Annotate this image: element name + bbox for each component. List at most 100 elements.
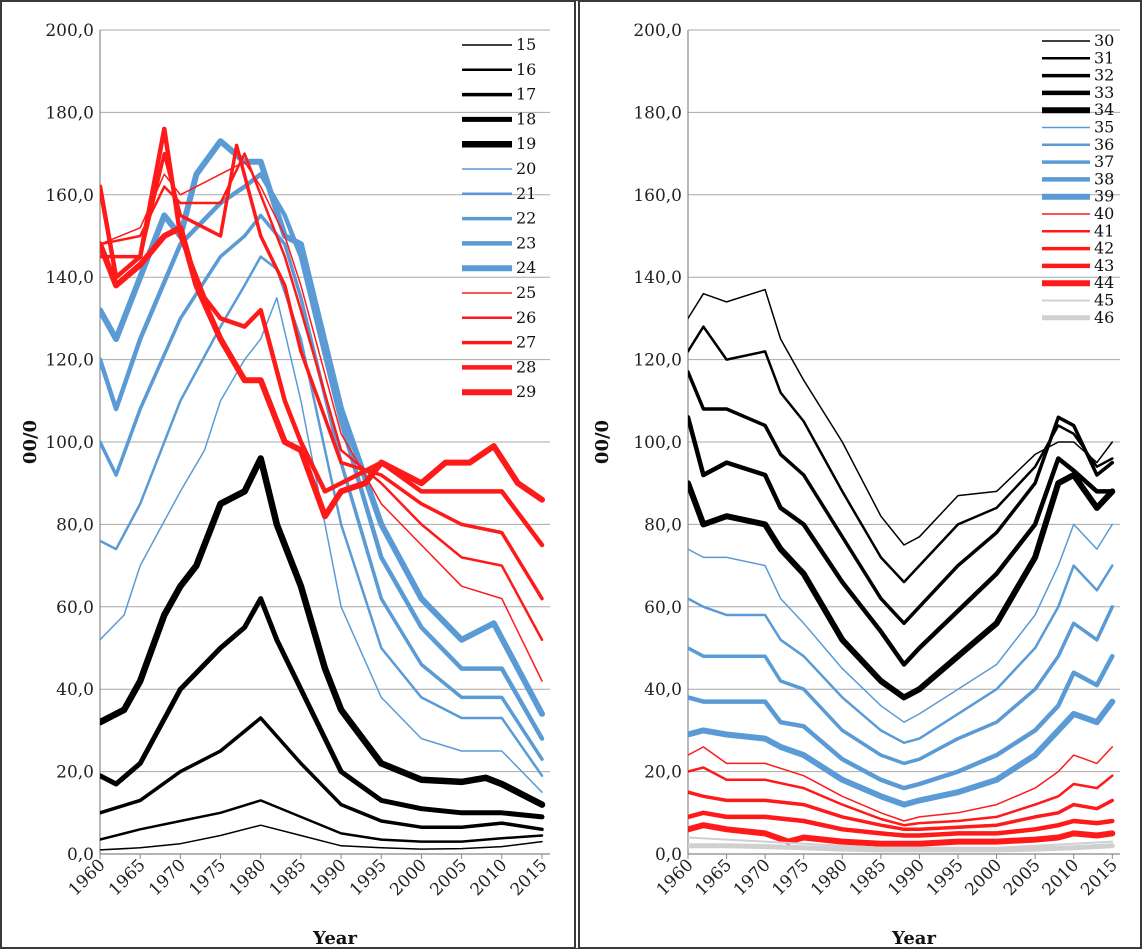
legend-label: 24 <box>516 258 536 277</box>
y-tick-label: 100,0 <box>633 433 682 453</box>
y-tick-label: 160,0 <box>633 186 682 206</box>
series-line-41 <box>688 766 1114 827</box>
y-tick-label: 20,0 <box>644 763 682 783</box>
x-tick-label: 2000 <box>386 855 431 900</box>
series-line-43 <box>688 810 1115 838</box>
legend-label: 40 <box>1094 204 1114 223</box>
series-line-18 <box>100 596 545 820</box>
series-line-31 <box>688 325 1114 584</box>
series-line-35 <box>688 523 1114 723</box>
y-tick-label: 200,0 <box>633 21 682 41</box>
series-line-38 <box>688 653 1115 791</box>
legend-label: 27 <box>516 333 536 352</box>
y-axis-title: 00/0 <box>20 420 41 464</box>
legend-label: 22 <box>516 209 536 228</box>
series-line-28 <box>100 126 545 548</box>
legend-label: 33 <box>1094 83 1114 102</box>
legend-label: 26 <box>516 308 536 327</box>
legend-label: 29 <box>516 382 536 401</box>
series-line-25 <box>100 161 543 682</box>
legend-label: 28 <box>516 357 536 376</box>
y-tick-label: 100,0 <box>45 433 94 453</box>
x-tick-label: 1985 <box>846 855 891 900</box>
y-tick-label: 40,0 <box>56 680 94 700</box>
legend-label: 15 <box>516 35 536 54</box>
series-line-40 <box>688 746 1114 822</box>
legend-label: 35 <box>1094 118 1114 137</box>
x-tick-label: 1995 <box>346 855 391 900</box>
legend-label: 38 <box>1094 169 1114 188</box>
y-tick-label: 200,0 <box>45 21 94 41</box>
series-line-39 <box>688 698 1116 808</box>
series-line-44 <box>688 822 1116 847</box>
legend-label: 17 <box>516 85 536 104</box>
y-tick-label: 120,0 <box>633 351 682 371</box>
legend-label: 30 <box>1094 31 1114 50</box>
y-tick-label: 80,0 <box>56 515 94 535</box>
y-axis-title: 00/0 <box>592 420 613 464</box>
x-tick-label: 1965 <box>105 855 150 900</box>
y-tick-label: 60,0 <box>56 598 94 618</box>
x-tick-label: 1970 <box>145 855 190 900</box>
x-tick-label: 1980 <box>807 855 852 900</box>
x-tick-label: 2005 <box>1000 855 1045 900</box>
legend-label: 41 <box>1094 221 1114 240</box>
legend-label: 36 <box>1094 135 1114 154</box>
series-line-24 <box>100 138 545 717</box>
series-line-42 <box>688 790 1115 832</box>
series-line-34 <box>688 472 1116 701</box>
y-tick-label: 80,0 <box>644 515 682 535</box>
x-tick-label: 1990 <box>884 855 929 900</box>
left-chart: 0,0 20,0 40,0 60,0 80,0 100,0 120,0 140,0 160,0 1… <box>20 21 552 947</box>
right-chart: 0,0 20,0 40,0 60,0 80,0 100,0 120,0 140,0 160,0 1… <box>592 21 1122 947</box>
x-tick-label: 2005 <box>426 855 471 900</box>
x-tick-label: 2000 <box>961 855 1006 900</box>
series-line-19 <box>100 455 546 808</box>
legend-label: 20 <box>516 159 536 178</box>
y-tick-label: 60,0 <box>644 598 682 618</box>
legend-label: 19 <box>516 134 536 153</box>
y-tick-label: 180,0 <box>633 103 682 123</box>
legend-label: 39 <box>1094 187 1114 206</box>
legend-label: 34 <box>1094 100 1114 119</box>
y-tick-label: 20,0 <box>56 763 94 783</box>
x-tick-label: 1990 <box>306 855 351 900</box>
legend-label: 21 <box>516 184 536 203</box>
left-chart-panel: 0,0 20,0 40,0 60,0 80,0 100,0 120,0 140,0 160,0 1… <box>0 0 582 949</box>
x-tick-label: 1970 <box>730 855 775 900</box>
y-tick-label: 40,0 <box>644 680 682 700</box>
y-tick-label: 0,0 <box>655 845 682 865</box>
x-tick-label: 2015 <box>507 855 552 900</box>
y-tick-label: 160,0 <box>45 186 94 206</box>
legend-label: 32 <box>1094 66 1114 85</box>
series-group <box>688 288 1116 853</box>
x-tick-label: 2015 <box>1077 855 1122 900</box>
series-line-30 <box>688 288 1114 546</box>
legend-label: 18 <box>516 109 536 128</box>
legend-label: 31 <box>1094 48 1114 67</box>
y-tick-label: 140,0 <box>45 268 94 288</box>
x-tick-label: 1965 <box>691 855 736 900</box>
legend-label: 44 <box>1094 273 1114 292</box>
legend-label: 23 <box>516 233 536 252</box>
legend-label: 43 <box>1094 256 1114 275</box>
series-line-29 <box>100 224 545 520</box>
x-axis-title: Year <box>891 928 936 947</box>
series-line-23 <box>100 171 545 741</box>
legend-label: 45 <box>1094 291 1114 310</box>
series-line-16 <box>100 799 544 843</box>
legend-label: 16 <box>516 60 536 79</box>
series-line-15 <box>100 824 543 851</box>
legend-label: 46 <box>1094 308 1114 327</box>
y-tick-label: 120,0 <box>45 351 94 371</box>
y-tick-label: 140,0 <box>633 268 682 288</box>
series-line-46 <box>688 843 1115 853</box>
series-line-36 <box>688 564 1114 745</box>
y-tick-label: 180,0 <box>45 103 94 123</box>
right-chart-panel: 0,0 20,0 40,0 60,0 80,0 100,0 120,0 140,0 160,0 1… <box>574 0 1142 949</box>
legend-label: 25 <box>516 283 536 302</box>
series-line-26 <box>100 152 544 642</box>
series-line-22 <box>100 213 544 761</box>
x-tick-label: 1995 <box>923 855 968 900</box>
x-tick-label: 2010 <box>467 855 512 900</box>
